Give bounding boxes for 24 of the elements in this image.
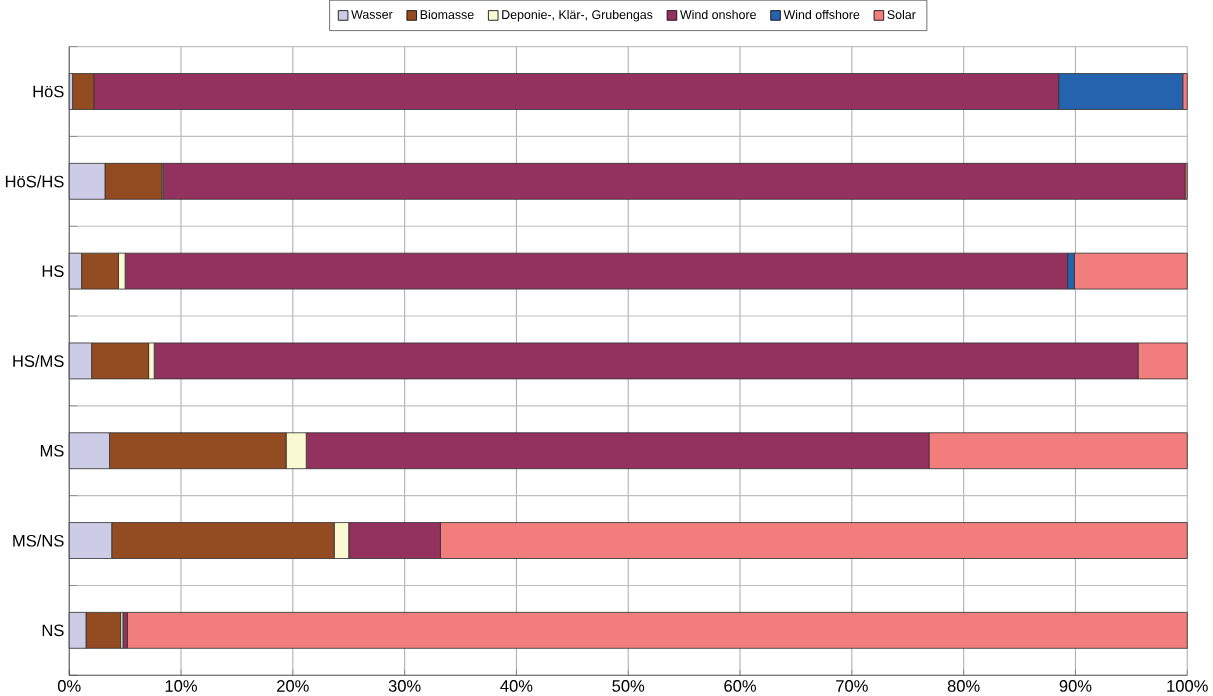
- y-tick-label: MS/NS: [13, 534, 64, 547]
- y-tick-label: HöS/HS: [5, 175, 64, 188]
- legend-label: Biomasse: [420, 9, 474, 19]
- x-tick-label: 10%: [165, 679, 197, 692]
- y-tick-label: HöS: [33, 85, 64, 98]
- x-tick-label: 40%: [500, 679, 533, 692]
- x-tick-label: 90%: [1059, 679, 1092, 692]
- x-tick-label: 100%: [1167, 679, 1208, 692]
- legend-label: Solar: [887, 9, 916, 19]
- x-tick-label: 60%: [724, 679, 756, 692]
- x-tick-label: 20%: [277, 679, 309, 692]
- legend-label: Deponie-, Klär-, Grubengas: [502, 9, 653, 22]
- legend-label: Wind offshore: [783, 9, 860, 19]
- legend-label: Wasser: [351, 9, 393, 19]
- x-tick-label: 0%: [57, 679, 81, 692]
- y-tick-label: HS/MS: [13, 354, 64, 367]
- x-tick-label: 70%: [836, 679, 868, 692]
- x-tick-label: 30%: [388, 679, 421, 692]
- y-tick-label: HS: [42, 265, 64, 277]
- y-tick-label: MS: [40, 444, 64, 457]
- x-tick-label: 50%: [612, 679, 645, 692]
- legend-label: Wind onshore: [680, 9, 756, 19]
- x-tick-label: 80%: [947, 679, 980, 692]
- y-tick-label: NS: [42, 624, 64, 636]
